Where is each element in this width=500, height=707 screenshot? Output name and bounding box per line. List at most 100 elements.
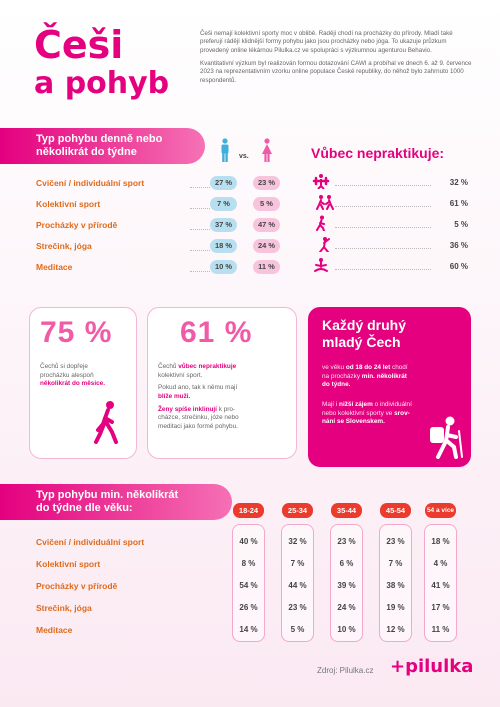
male-value-pill: 18 %: [210, 239, 237, 253]
stat-text-line: cházce, strečinku, józe nebo: [158, 414, 239, 422]
age-value: 38 %: [386, 581, 405, 590]
never-value: 36 %: [449, 241, 468, 250]
stat-card-team-sport: 61 % Čechů vůbec nepraktikuje kolektivní…: [147, 307, 297, 459]
age-value: 17 %: [431, 603, 450, 612]
stat-percent: 75 %: [40, 316, 113, 349]
age-value: 41 %: [431, 581, 450, 590]
never-value: 60 %: [449, 262, 468, 271]
stat-text-line: Čechů si dopřeje: [40, 363, 88, 370]
age-value: 18 %: [431, 537, 450, 546]
row-dots: [190, 250, 210, 251]
age-value: 4 %: [433, 559, 448, 568]
header-line: Typ pohybu denně nebo: [36, 133, 163, 145]
heading-line: Každý druhý: [322, 317, 407, 333]
stat-bold-text: Ženy spíše inklinují: [158, 405, 217, 413]
stat-percent: 61 %: [180, 316, 253, 349]
row-dots: [190, 229, 210, 230]
age-value: 12 %: [386, 625, 405, 634]
bold-fragment: srov-: [394, 409, 410, 417]
age-column: [424, 524, 457, 642]
stat-text-line: procházku alespoň: [40, 371, 94, 379]
text-fragment: Mají i: [322, 401, 340, 408]
text-fragment: na procházky: [322, 372, 362, 380]
intro-paragraph: Češi nemají kolektivní sporty moc v obli…: [200, 30, 453, 54]
never-value: 61 %: [449, 199, 468, 208]
female-value-pill: 5 %: [253, 197, 280, 211]
row-dots: [190, 208, 210, 209]
header-line: několikrát do týdne: [36, 146, 137, 158]
male-value-pill: 10 %: [210, 260, 237, 274]
card-heading: Každý druhý mladý Čech: [322, 317, 462, 351]
gender-row-label: Meditace: [36, 262, 73, 272]
age-group-header: 25-34: [282, 503, 313, 518]
text-fragment: Čechů: [158, 363, 179, 370]
age-column: [281, 524, 314, 642]
text-line: do týdne.: [322, 381, 462, 390]
text-line: nání se Slovenskem.: [322, 418, 462, 427]
card-paragraph: ve věku od 18 do 24 let chodí na procház…: [322, 364, 462, 390]
stat-card-walks: 75 % Čechů si dopřeje procházku alespoň …: [29, 307, 137, 459]
age-value: 54 %: [239, 581, 258, 590]
age-value: 39 %: [337, 581, 356, 590]
male-value-pill: 27 %: [210, 176, 237, 190]
stat-text-line: Pokud ano, tak k němu mají: [158, 384, 238, 392]
age-value: 19 %: [386, 603, 405, 612]
stat-bold-text: vůbec nepraktikuje: [178, 363, 237, 370]
row-dots: [190, 187, 210, 188]
stat-text-line: blíže muži.: [158, 393, 293, 402]
never-value: 32 %: [449, 178, 468, 187]
walking-icon: [316, 215, 325, 231]
age-value: 24 %: [337, 603, 356, 612]
row-dots: [335, 227, 431, 228]
title-line-1: Češi: [34, 23, 124, 67]
age-value: 23 %: [386, 537, 405, 546]
row-dots: [335, 269, 431, 270]
gender-section-header: Typ pohybu denně nebo několikrát do týdn…: [0, 128, 205, 164]
age-value: 5 %: [290, 625, 305, 634]
title-line-2: a pohyb: [34, 65, 170, 101]
female-icon: [262, 138, 272, 162]
age-value: 11 %: [431, 625, 450, 634]
intro-paragraph: Kvantitativní výzkum byl realizován form…: [200, 60, 472, 84]
source-label: Zdroj: Pilulka.cz: [317, 666, 374, 675]
exercise-icon: [312, 174, 330, 189]
text-fragment: chodí: [390, 364, 408, 371]
age-row-label: Cvičení / individuální sport: [36, 537, 145, 547]
gender-row-label: Procházky v přírodě: [36, 220, 118, 230]
bold-fragment: nání se Slovenskem.: [322, 418, 385, 426]
age-value: 44 %: [288, 581, 307, 590]
age-row-label: Strečink, jóga: [36, 603, 92, 613]
age-group-header: 18-24: [233, 503, 264, 518]
stat-text-line: Ženy spíše inklinují k pro-: [158, 406, 293, 415]
header-line: Typ pohybu min. několikrát: [36, 489, 179, 501]
vs-label: vs.: [239, 153, 249, 160]
age-value: 32 %: [288, 537, 307, 546]
never-title: Vůbec nepraktikuje:: [311, 145, 445, 161]
gender-row-label: Strečink, jóga: [36, 241, 92, 251]
team-sport-icon: [316, 195, 334, 210]
stat-description: Čechů si dopřeje procházku alespoň někol…: [40, 363, 130, 389]
female-value-pill: 23 %: [253, 176, 280, 190]
age-value: 14 %: [239, 625, 258, 634]
male-value-pill: 7 %: [210, 197, 237, 211]
intro-text: Češi nemají kolektivní sporty moc v obli…: [200, 30, 472, 90]
age-value: 26 %: [239, 603, 258, 612]
age-group-header: 54 a více: [425, 503, 456, 518]
age-column: [232, 524, 265, 642]
row-dots: [335, 185, 431, 186]
text-line: nebo kolektivní sporty ve srov-: [322, 410, 462, 419]
age-value: 6 %: [339, 559, 354, 568]
gender-row-label: Kolektivní sport: [36, 199, 101, 209]
walking-person-icon: [94, 401, 118, 444]
page-title: Češi a pohyb: [34, 23, 170, 101]
stat-text-line: meditaci jako formě pohybu.: [158, 422, 238, 430]
bold-fragment: od 18 do 24 let: [345, 364, 391, 371]
age-value: 23 %: [288, 603, 307, 612]
card-paragraph: Mají i nižší zájem o individuální nebo k…: [322, 401, 462, 427]
stat-description: Čechů vůbec nepraktikuje kolektivní spor…: [158, 363, 293, 431]
stat-text-line: několikrát do měsíce.: [40, 380, 130, 389]
age-column: [379, 524, 412, 642]
bold-fragment: do týdne.: [322, 381, 351, 389]
never-value: 5 %: [454, 220, 468, 229]
male-value-pill: 37 %: [210, 218, 237, 232]
